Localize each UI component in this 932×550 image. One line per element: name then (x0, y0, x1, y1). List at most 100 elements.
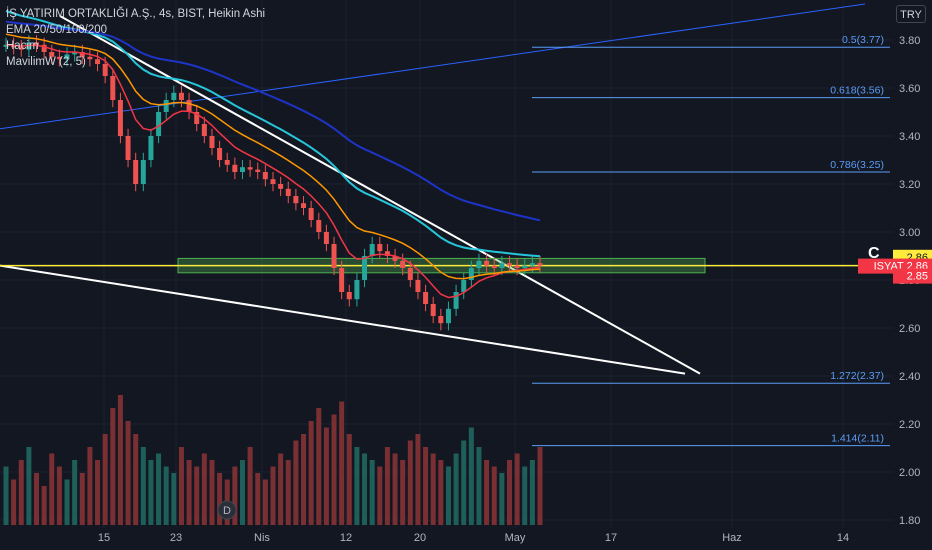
price-label: 2.85 (907, 271, 928, 283)
volume-bar (529, 460, 535, 525)
candle-body (133, 160, 139, 184)
trendline-up (0, 3, 866, 130)
volume-bar (514, 453, 520, 525)
event-marker-icon (217, 500, 237, 520)
volume-bar (163, 466, 169, 525)
candle-body (156, 112, 162, 136)
candle-body (163, 100, 169, 112)
candle-body (278, 184, 284, 189)
volume-bar (438, 460, 444, 525)
x-tick-label: 12 (340, 532, 352, 544)
volume-bar (278, 453, 284, 525)
candle-body (95, 59, 101, 64)
volume-bar (117, 395, 123, 525)
volume-bar (369, 460, 375, 525)
x-tick-label: 20 (414, 532, 426, 544)
legend-ema[interactable]: EMA 20/50/100/200 (6, 24, 108, 36)
candle-body (506, 263, 512, 266)
y-tick-label: 3.20 (899, 179, 920, 191)
volume-bar (461, 440, 467, 525)
volume-bar (148, 460, 154, 525)
currency-badge[interactable]: TRY (896, 5, 926, 23)
candle-body (354, 280, 360, 300)
volume-bar (423, 447, 429, 525)
candle-body (468, 268, 474, 280)
x-axis: 15 23 Nis 12 20 May 17 Haz 14 (98, 532, 849, 544)
candle-body (110, 76, 116, 100)
candle-body (125, 136, 131, 160)
volume-bar (156, 453, 162, 525)
y-tick-label: 2.20 (899, 419, 920, 431)
candle-body (18, 47, 24, 50)
candle-body (438, 316, 444, 324)
chart-legend: İŞ YATIRIM ORTAKLIĞI A.Ş., 4s, BIST, Hei… (6, 6, 265, 70)
candle-body (323, 232, 329, 244)
volume-bar (407, 440, 413, 525)
volume-bar (316, 408, 322, 525)
y-tick-label: 2.60 (899, 323, 920, 335)
y-tick-label: 1.80 (899, 515, 920, 527)
candle-body (362, 256, 368, 280)
candle-body (529, 263, 535, 266)
candle-body (87, 56, 93, 60)
candle-body (49, 52, 55, 57)
ema200-line (5, 20, 541, 222)
volume-bar (415, 434, 421, 525)
candle-body (316, 220, 322, 232)
volume-bar (49, 453, 55, 525)
candle-body (239, 167, 245, 172)
volume-bar (217, 473, 223, 525)
volume-bar (232, 466, 238, 525)
trendlines (0, 3, 866, 375)
legend-volume[interactable]: Hacim (6, 40, 39, 52)
candle-body (522, 265, 528, 268)
candle-body (415, 280, 421, 292)
candle-body (499, 263, 505, 268)
candle-body (392, 256, 398, 261)
ema20-line (5, 44, 541, 299)
fib-levels: 0.5(3.77) 0.618(3.56) 0.786(3.25) 1.272(2.3… (532, 34, 890, 447)
candle-body (430, 304, 436, 316)
candle-body (308, 208, 314, 220)
candle-body (346, 292, 352, 300)
volume-bar (262, 479, 268, 525)
volume-bar (323, 427, 329, 525)
candle-body (484, 260, 490, 266)
volume-bar (445, 466, 451, 525)
candle-body (293, 196, 299, 204)
x-tick-label: 14 (837, 532, 849, 544)
volume-bar (110, 408, 116, 525)
candle-body (407, 268, 413, 280)
volume-bar (392, 453, 398, 525)
x-tick-label: Nis (254, 532, 270, 544)
y-tick-label: 3.80 (899, 35, 920, 47)
ema50-line (5, 33, 541, 280)
volume-bar (201, 453, 207, 525)
legend-symbol[interactable]: İŞ YATIRIM ORTAKLIĞI A.Ş., 4s, BIST, Hei… (6, 8, 266, 20)
y-tick-label: 3.40 (899, 131, 920, 143)
volume-bar (140, 447, 146, 525)
volume-bar (239, 460, 245, 525)
volume-bar (484, 460, 490, 525)
candle-body (400, 260, 406, 268)
candles (3, 35, 543, 331)
volume-bar (270, 466, 276, 525)
support-zone (0, 257, 893, 274)
trendline-lower (0, 264, 686, 375)
volume-bar (377, 466, 383, 525)
volume-bar (522, 466, 528, 525)
candle-body (461, 280, 467, 292)
fib-label: 1.272(2.37) (830, 370, 884, 382)
ema100-line (5, 10, 541, 258)
volume-bar (95, 460, 101, 525)
fib-label: 0.786(3.25) (830, 159, 884, 171)
candle-body (476, 260, 482, 268)
volume-bar (308, 421, 314, 525)
x-tick-label: 15 (98, 532, 110, 544)
candle-body (56, 56, 62, 60)
volume-bar (339, 401, 345, 525)
candle-body (232, 164, 238, 172)
candle-body (537, 263, 543, 266)
legend-mavilim[interactable]: MavilimW (2, 5) (6, 56, 86, 68)
